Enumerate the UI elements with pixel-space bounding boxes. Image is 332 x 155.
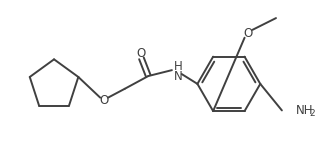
Text: N: N: [173, 70, 182, 82]
Text: O: O: [244, 27, 253, 40]
Text: O: O: [137, 47, 146, 60]
Text: NH: NH: [295, 104, 313, 117]
Text: 2: 2: [309, 109, 315, 118]
Text: H: H: [173, 60, 182, 73]
Text: O: O: [100, 94, 109, 107]
